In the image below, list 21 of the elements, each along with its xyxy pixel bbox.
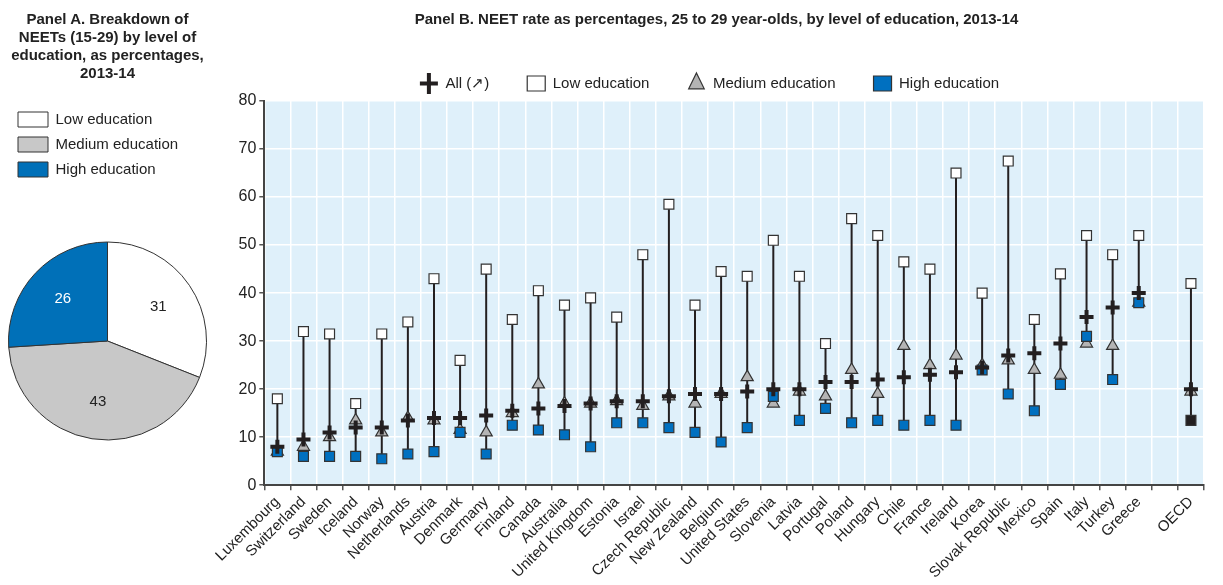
data-label: 31 [149, 296, 167, 314]
legend-label: Low education [55, 109, 153, 127]
legend-label: High education [899, 73, 1000, 91]
data-label: 26 [54, 289, 72, 307]
y-tick-label: 20 [238, 379, 257, 397]
chart-title: Panel A. Breakdown of NEETs (15-29) by level of education, as percentages, 2013-14 [10, 9, 205, 83]
data-label: 43 [89, 391, 107, 409]
y-tick-label: 30 [238, 331, 257, 349]
y-tick-label: 0 [247, 475, 257, 493]
y-tick-label: 70 [238, 139, 257, 157]
y-tick-label: 80 [238, 91, 257, 109]
legend-label: Medium education [55, 134, 179, 152]
y-tick-label: 40 [238, 283, 257, 301]
y-tick-label: 50 [238, 235, 257, 253]
legend-label: High education [55, 159, 156, 177]
legend-label: Low education [552, 73, 650, 91]
legend-label: Medium education [712, 73, 836, 91]
y-tick-label: 10 [238, 427, 257, 445]
chart-title: Panel B. NEET rate as percentages, 25 to 29 year-olds, by level of education, 2013-14 [413, 9, 1020, 29]
y-tick-label: 60 [238, 187, 257, 205]
legend-label: All (↗) [445, 73, 490, 91]
